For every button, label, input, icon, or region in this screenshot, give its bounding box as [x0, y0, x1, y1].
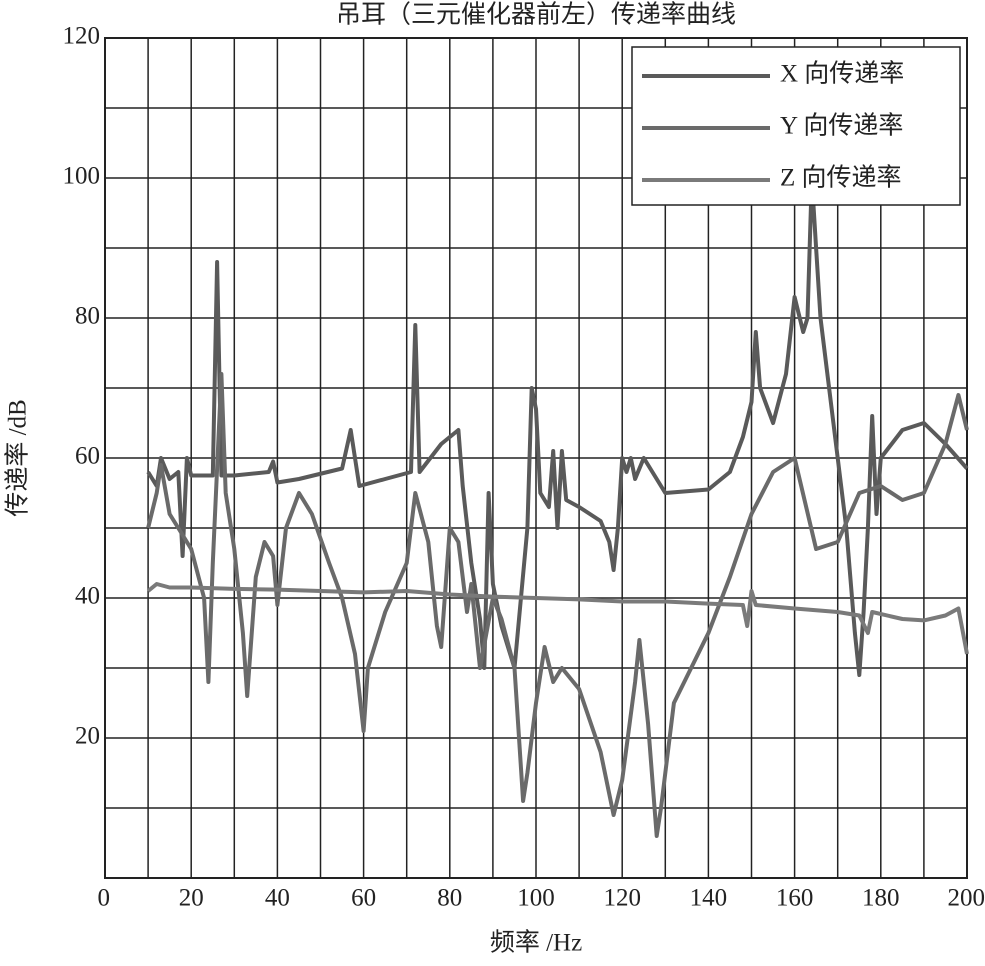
legend-label: Y 向传递率	[780, 112, 903, 140]
x-tick-label: 80	[437, 885, 462, 912]
legend-label: X 向传递率	[780, 60, 904, 88]
x-tick-label: 60	[351, 885, 376, 912]
y-tick-label: 80	[75, 303, 100, 330]
y-tick-label: 120	[63, 23, 101, 50]
x-tick-label: 0	[98, 885, 111, 912]
y-axis-label: 传递率 /dB	[4, 399, 32, 516]
y-tick-label: 20	[75, 723, 100, 750]
x-tick-label: 100	[517, 885, 555, 912]
plot-frame	[104, 37, 968, 879]
y-tick-label: 60	[75, 443, 100, 470]
series-line	[146, 582, 969, 655]
y-tick-label: 100	[63, 163, 101, 190]
x-tick-label: 140	[690, 885, 728, 912]
series-line	[146, 372, 969, 838]
x-tick-label: 40	[265, 885, 290, 912]
y-tick-label: 40	[75, 583, 100, 610]
x-tick-label: 200	[948, 885, 985, 912]
series-line	[146, 176, 969, 677]
x-tick-label: 20	[179, 885, 204, 912]
x-tick-label: 120	[603, 885, 641, 912]
x-tick-label: 180	[862, 885, 900, 912]
legend-label: Z 向传递率	[780, 164, 902, 192]
x-tick-label: 160	[776, 885, 814, 912]
x-axis-label: 频率 /Hz	[490, 929, 582, 957]
chart-title: 吊耳（三元催化器前左）传递率曲线	[336, 1, 736, 29]
